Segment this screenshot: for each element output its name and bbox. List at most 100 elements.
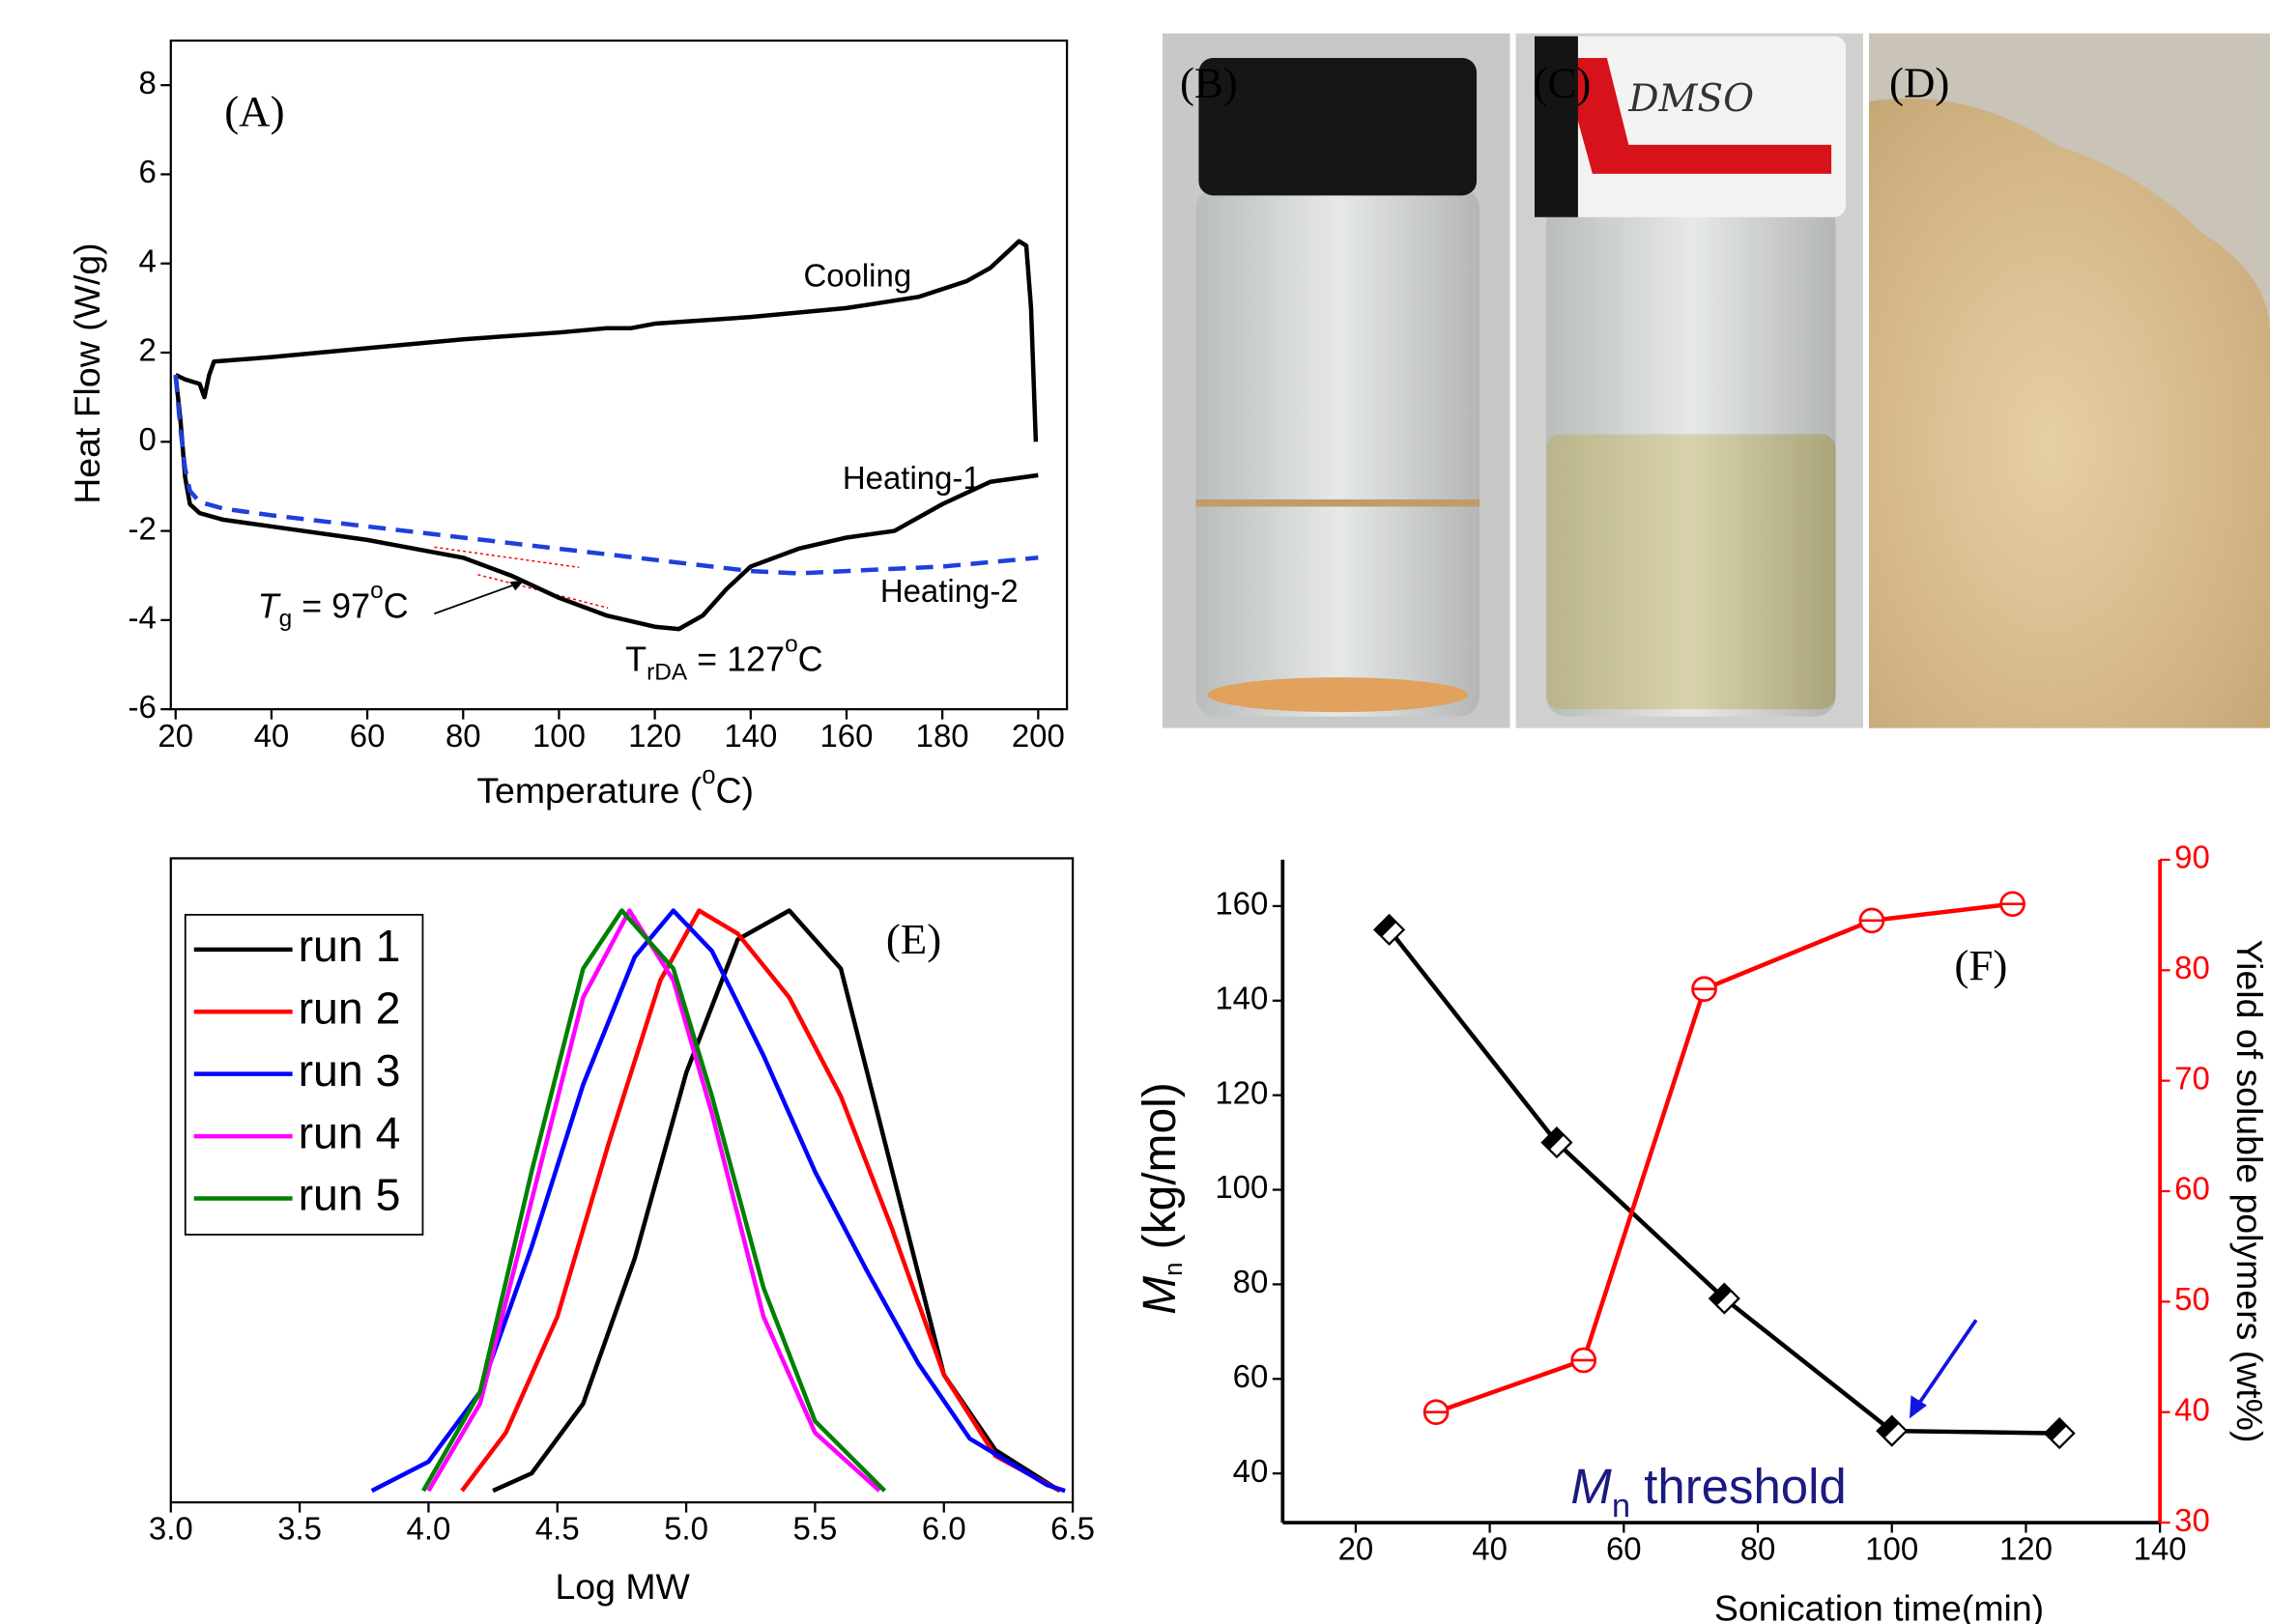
x-tick-label: 120	[1999, 1531, 2053, 1567]
x-tick-label: 40	[1472, 1531, 1508, 1567]
text-part: n	[1612, 1488, 1630, 1524]
x-tick-label: 3.5	[277, 1511, 322, 1547]
text-part: Temperature (	[476, 770, 703, 811]
panel-label: (D)	[1889, 58, 1949, 106]
y-tick-label: 6	[138, 154, 156, 189]
text-part: n	[1161, 1263, 1188, 1276]
y2-axis-label: Yield of soluble polymers (wt%)	[2229, 940, 2270, 1443]
legend-label: run 3	[299, 1045, 401, 1096]
panel-label: (C)	[1533, 58, 1591, 106]
x-tick-label: 200	[1012, 718, 1065, 754]
y2-tick-label: 90	[2174, 840, 2210, 875]
x-tick-label: 180	[916, 718, 969, 754]
y-tick-label: -4	[128, 600, 156, 636]
series-line	[1436, 904, 2013, 1412]
x-tick-label: 6.0	[922, 1511, 966, 1547]
y-tick-label: 4	[138, 242, 156, 278]
y-tick-label: 160	[1215, 886, 1268, 922]
legend-label: run 1	[299, 921, 401, 971]
y-tick-label: 8	[138, 65, 156, 100]
x-tick-label: 5.0	[664, 1511, 708, 1547]
y2-tick-label: 60	[2174, 1171, 2210, 1207]
marker	[1424, 1401, 1448, 1424]
x-axis-label: Log MW	[555, 1566, 690, 1607]
x-tick-label: 140	[724, 718, 777, 754]
y-tick-label: 80	[1233, 1264, 1269, 1299]
cap-label: DMSO	[1627, 77, 1754, 121]
text-part: o	[785, 632, 798, 658]
annotation: Mn threshold	[1570, 1460, 1846, 1525]
x-tick-label: 5.5	[793, 1511, 838, 1547]
y2-tick-label: 80	[2174, 950, 2210, 985]
y-axis-label: Mn (kg/mol)	[1135, 1082, 1188, 1314]
page: {"chart_data": [ {"type": "line", "annot…	[0, 0, 2270, 1624]
y-tick-label: 100	[1215, 1169, 1268, 1205]
text-part: C)	[716, 770, 755, 811]
photo-d: (D)	[1869, 34, 2270, 728]
series-line	[1390, 929, 2060, 1433]
annotation: Heating-2	[880, 573, 1019, 609]
x-tick-label: 20	[1338, 1531, 1374, 1567]
y-axis-label: Heat Flow (W/g)	[67, 242, 107, 503]
text-part: M	[1135, 1276, 1186, 1315]
x-tick-label: 3.0	[149, 1511, 193, 1547]
y-tick-label: 2	[138, 332, 156, 368]
annotation: (E)	[886, 915, 941, 963]
y-tick-label: 120	[1215, 1074, 1268, 1110]
legend-label: run 5	[299, 1170, 401, 1220]
text-part: M	[1570, 1460, 1612, 1515]
y2-tick-label: 50	[2174, 1281, 2210, 1317]
text-part: = 127	[687, 639, 785, 678]
legend-label: run 4	[299, 1107, 401, 1157]
y2-tick-label: 30	[2174, 1502, 2210, 1538]
x-tick-label: 60	[350, 718, 386, 754]
y-tick-label: -6	[128, 689, 156, 725]
photo-b: (B)	[1163, 34, 1510, 728]
text-part: o	[702, 762, 715, 789]
x-axis-label: Sonication time(min)	[1714, 1587, 2044, 1624]
x-tick-label: 160	[819, 718, 873, 754]
y-tick-label: 140	[1215, 980, 1268, 1015]
x-tick-label: 100	[1865, 1531, 1918, 1567]
x-axis-label: Temperature (oC)	[476, 762, 754, 811]
panel-label: (B)	[1180, 58, 1238, 106]
marker	[2045, 1419, 2074, 1448]
annotation: (F)	[1954, 941, 2007, 989]
legend-label: run 2	[299, 983, 401, 1034]
text-part: C	[798, 639, 823, 678]
text-part: o	[370, 579, 384, 605]
y2-tick-label: 70	[2174, 1060, 2210, 1096]
y2-tick-label: 40	[2174, 1391, 2210, 1427]
x-tick-label: 120	[628, 718, 681, 754]
x-tick-label: 20	[158, 718, 193, 754]
annotation: (A)	[224, 87, 284, 135]
annotation: Cooling	[803, 257, 911, 293]
annotation: TrDA = 127oC	[625, 632, 822, 686]
x-tick-label: 60	[1606, 1531, 1642, 1567]
text-part: = 97	[292, 585, 370, 625]
y-tick-label: 60	[1233, 1358, 1269, 1394]
x-tick-label: 4.0	[407, 1511, 451, 1547]
text-part: threshold	[1630, 1460, 1847, 1515]
x-tick-label: 40	[254, 718, 290, 754]
chart: 3.0 3.5 4.0 4.5 5.0 5.5 6.0 6.5 run 1 run 2 run 3 r…	[149, 858, 1095, 1546]
x-tick-label: 80	[1740, 1531, 1776, 1567]
marker	[1860, 909, 1883, 932]
marker	[2001, 893, 2025, 916]
y-tick-label: 40	[1233, 1453, 1269, 1489]
x-tick-label: 4.5	[535, 1511, 580, 1547]
annotation: Tg = 97oC	[258, 579, 409, 633]
text-part: C	[384, 585, 409, 625]
marker	[1693, 978, 1716, 1001]
series-line	[462, 911, 1060, 1492]
annotation: Heating-1	[843, 460, 981, 496]
text-part: g	[279, 606, 293, 632]
y-tick-label: 0	[138, 421, 156, 457]
x-tick-label: 100	[532, 718, 586, 754]
photo-c: DMSO (C)	[1515, 34, 1863, 728]
x-tick-label: 80	[445, 718, 481, 754]
text-part: (kg/mol)	[1135, 1082, 1186, 1262]
x-tick-label: 6.5	[1050, 1511, 1095, 1547]
